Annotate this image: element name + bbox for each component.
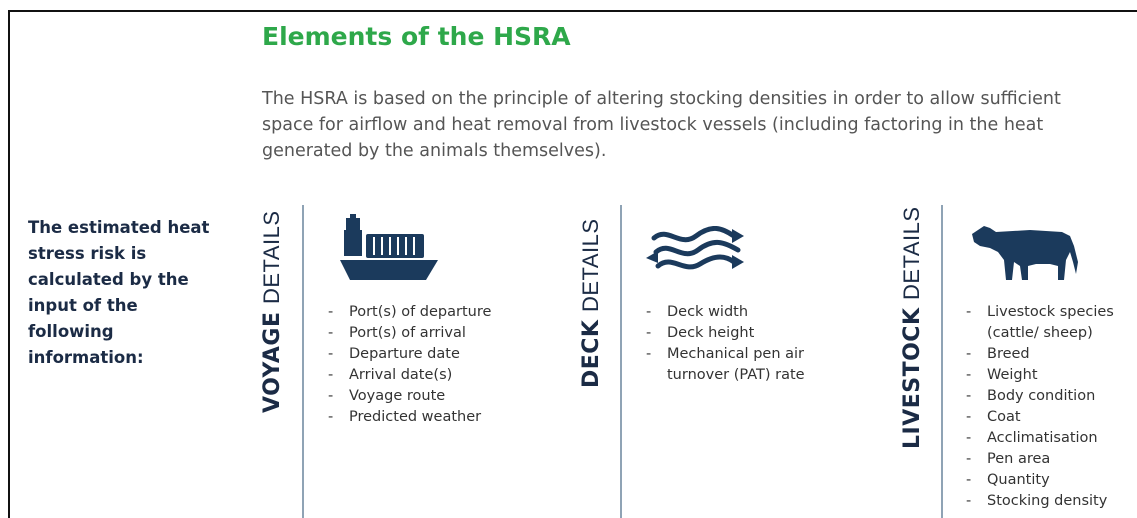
label-bold: VOYAGE — [260, 311, 285, 414]
cow-icon — [972, 226, 1078, 280]
list-item: Port(s) of departure — [328, 302, 491, 323]
item-list: Livestock species (cattle/ sheep)BreedWe… — [966, 302, 1137, 512]
section-label: VOYAGE DETAILS — [259, 210, 286, 413]
list-item: Livestock species (cattle/ sheep) — [966, 302, 1137, 344]
list-item: Stocking density — [966, 491, 1137, 512]
list-item: Weight — [966, 365, 1137, 386]
list-item: Body condition — [966, 386, 1137, 407]
divider — [941, 205, 943, 518]
label-light: DETAILS — [578, 218, 603, 313]
list-item: Arrival date(s) — [328, 365, 491, 386]
ship-icon — [340, 214, 438, 280]
label-light: DETAILS — [259, 210, 284, 304]
label-bold: LIVESTOCK — [900, 307, 925, 449]
divider — [620, 205, 622, 518]
title: Elements of the HSRA — [262, 22, 571, 51]
list-item: Deck width — [646, 302, 846, 323]
list-item: Deck height — [646, 323, 846, 344]
item-list: Port(s) of departurePort(s) of arrivalDe… — [328, 302, 491, 428]
list-item: Departure date — [328, 344, 491, 365]
list-item: Voyage route — [328, 386, 491, 407]
label-light: DETAILS — [899, 206, 924, 300]
list-item: Predicted weather — [328, 407, 491, 428]
list-item: Port(s) of arrival — [328, 323, 491, 344]
section-label: DECK DETAILS — [578, 218, 605, 388]
frame — [8, 10, 1137, 518]
list-item: Pen area — [966, 449, 1137, 470]
side-note: The estimated heat stress risk is calcul… — [28, 218, 210, 367]
list-item: Breed — [966, 344, 1137, 365]
label-bold: DECK — [579, 319, 604, 388]
list-item: Quantity — [966, 470, 1137, 491]
list-item: Coat — [966, 407, 1137, 428]
list-item: Acclimatisation — [966, 428, 1137, 449]
intro: The HSRA is based on the principle of al… — [262, 89, 1061, 161]
airflow-icon — [646, 226, 744, 270]
item-list: Deck widthDeck heightMechanical pen air … — [646, 302, 846, 386]
list-item: Mechanical pen air turnover (PAT) rate — [646, 344, 846, 386]
divider — [302, 205, 304, 518]
section-label: LIVESTOCK DETAILS — [899, 206, 926, 449]
